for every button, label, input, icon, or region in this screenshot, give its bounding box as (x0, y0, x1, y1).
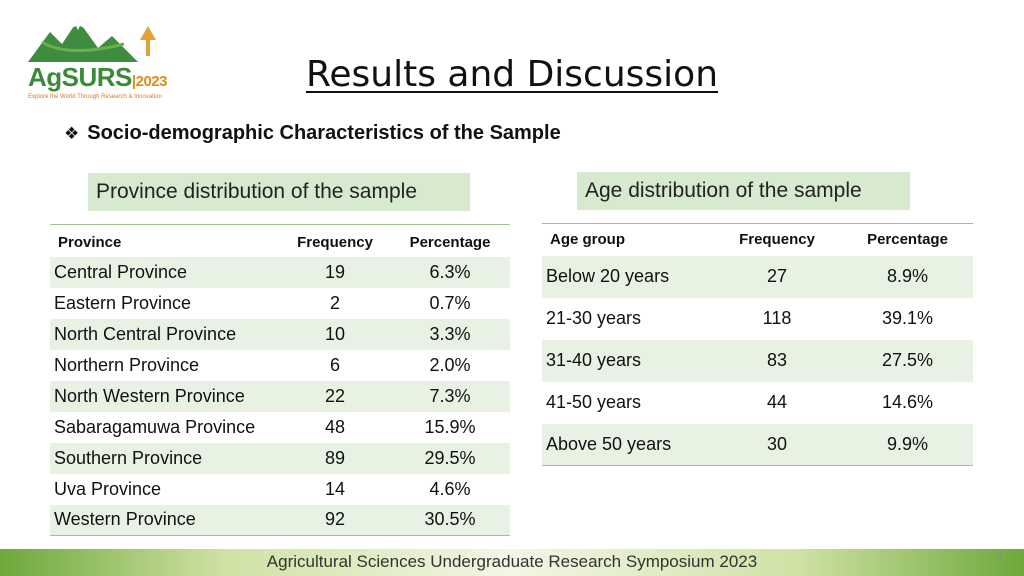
table-row: Southern Province 89 29.5% (50, 442, 510, 474)
table-row: Eastern Province 2 0.7% (50, 288, 510, 319)
age-group-cell: Below 20 years (546, 266, 670, 286)
percentage-cell: 15.9% (424, 416, 476, 437)
percentage-cell: 3.3% (429, 323, 471, 344)
subtitle-text: Socio-demographic Characteristics of the… (87, 122, 561, 144)
table-row: Northern Province 6 2.0% (50, 350, 510, 381)
diamond-bullet-icon: ❖ (64, 123, 80, 143)
province-cell: Northern Province (54, 354, 200, 375)
percentage-cell: 39.1% (881, 308, 934, 328)
frequency-cell: 118 (762, 308, 792, 328)
percentage-cell: 27.5% (881, 350, 934, 370)
frequency-cell: 19 (324, 261, 346, 282)
column-header-percentage: Percentage (867, 231, 948, 249)
column-header-frequency: Frequency (297, 234, 373, 252)
percentage-cell: 8.9% (886, 266, 929, 286)
age-group-cell: 21-30 years (546, 308, 642, 328)
column-header-age-group: Age group (550, 231, 625, 249)
frequency-cell: 27 (766, 266, 788, 286)
province-table: Province Frequency Percentage Central Pr… (50, 224, 510, 536)
slide-title: Results and Discussion (305, 54, 719, 95)
frequency-cell: 92 (324, 509, 346, 530)
percentage-cell: 29.5% (424, 447, 476, 468)
percentage-cell: 14.6% (881, 392, 934, 412)
table-row: North Central Province 10 3.3% (50, 318, 510, 350)
table-row: Above 50 years 30 9.9% (542, 423, 973, 466)
percentage-cell: 0.7% (429, 292, 471, 313)
percentage-cell: 4.6% (429, 478, 471, 499)
column-header-province: Province (58, 234, 122, 252)
symposium-logo: AgSURS|2023 Explore the World Through Re… (22, 14, 182, 100)
table-row: North Western Province 22 7.3% (50, 380, 510, 412)
frequency-cell: 2 (329, 292, 340, 313)
province-table-caption: Province distribution of the sample (88, 173, 470, 211)
percentage-cell: 30.5% (424, 509, 476, 530)
footer-text: Agricultural Sciences Undergraduate Rese… (266, 552, 758, 571)
province-cell: Western Province (54, 509, 196, 530)
table-row: Below 20 years 27 8.9% (542, 255, 973, 298)
province-cell: Southern Province (54, 447, 203, 468)
frequency-cell: 22 (324, 385, 346, 406)
frequency-cell: 44 (766, 392, 788, 412)
province-cell: North Western Province (54, 385, 245, 406)
age-group-cell: 41-50 years (546, 392, 642, 412)
section-subtitle: ❖ Socio-demographic Characteristics of t… (64, 122, 561, 145)
column-header-percentage: Percentage (409, 234, 491, 252)
table-row: 21-30 years 118 39.1% (542, 298, 973, 340)
table-row: 41-50 years 44 14.6% (542, 382, 973, 424)
age-group-cell: 31-40 years (546, 350, 642, 370)
frequency-cell: 89 (324, 447, 346, 468)
percentage-cell: 6.3% (429, 261, 471, 282)
table-row: Sabaragamuwa Province 48 15.9% (50, 412, 510, 443)
table-header-row: Age group Frequency Percentage (542, 224, 973, 256)
province-cell: Eastern Province (54, 292, 192, 313)
frequency-cell: 6 (329, 354, 340, 375)
frequency-cell: 10 (324, 323, 346, 344)
logo-wordmark: AgSURS|2023 (28, 62, 167, 92)
page-number: 7 (997, 553, 1004, 565)
province-cell: North Central Province (54, 323, 237, 344)
age-table: Age group Frequency Percentage Below 20 … (542, 223, 973, 466)
percentage-cell: 9.9% (886, 433, 929, 454)
table-row: Uva Province 14 4.6% (50, 474, 510, 505)
province-cell: Sabaragamuwa Province (54, 416, 256, 437)
mountain-logo-icon (28, 20, 156, 62)
table-header-row: Province Frequency Percentage (50, 225, 510, 257)
frequency-cell: 14 (324, 478, 346, 499)
percentage-cell: 2.0% (429, 354, 471, 375)
province-cell: Central Province (54, 261, 188, 282)
age-group-cell: Above 50 years (546, 433, 672, 454)
province-cell: Uva Province (54, 478, 162, 499)
age-table-caption: Age distribution of the sample (577, 172, 910, 210)
frequency-cell: 83 (766, 350, 788, 370)
frequency-cell: 30 (766, 433, 788, 454)
footer-bar: Agricultural Sciences Undergraduate Rese… (0, 549, 1024, 576)
table-row: Central Province 19 6.3% (50, 256, 510, 288)
table-row: Western Province 92 30.5% (50, 504, 510, 536)
frequency-cell: 48 (324, 416, 346, 437)
table-row: 31-40 years 83 27.5% (542, 339, 973, 382)
column-header-frequency: Frequency (739, 231, 815, 249)
percentage-cell: 7.3% (429, 385, 471, 406)
logo-tagline: Explore the World Through Research & Inn… (28, 94, 162, 100)
